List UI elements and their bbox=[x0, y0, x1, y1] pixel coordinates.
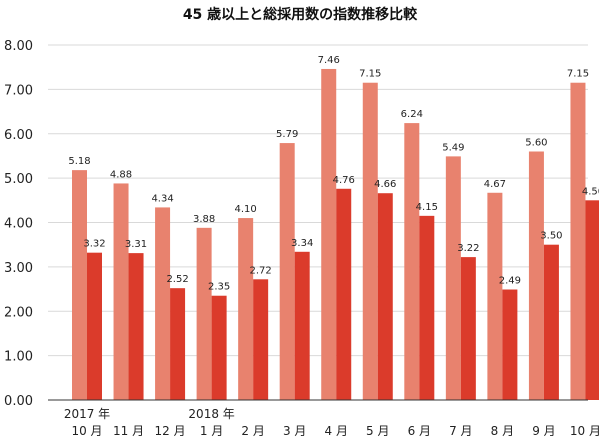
bar-series-1 bbox=[570, 82, 586, 400]
data-label: 4.66 bbox=[374, 179, 396, 190]
data-labels: 5.18 3.32 4.88 3.31 4.34 2.52 3.88 2.35 4.10 2.72… bbox=[68, 55, 599, 293]
data-label: 3.31 bbox=[125, 239, 147, 250]
data-label: 4.10 bbox=[235, 204, 257, 215]
bar-series-2 bbox=[336, 188, 352, 400]
bar-series-2 bbox=[294, 251, 310, 400]
chart-title: 45 歳以上と総採用数の指数推移比較 bbox=[183, 6, 418, 23]
bar-series-2 bbox=[170, 288, 186, 400]
x-tick-label: 10 月 bbox=[71, 424, 102, 438]
data-label: 4.34 bbox=[151, 193, 173, 204]
bar-series-1 bbox=[238, 218, 254, 400]
data-label: 5.18 bbox=[68, 156, 90, 167]
data-label: 3.32 bbox=[83, 239, 105, 250]
y-tick-label: 5.00 bbox=[4, 172, 33, 187]
bar-series-2 bbox=[419, 215, 435, 400]
bar-series-1 bbox=[155, 207, 171, 400]
data-label: 2.52 bbox=[166, 274, 188, 285]
y-tick-label: 0.00 bbox=[4, 394, 33, 409]
data-label: 7.46 bbox=[318, 55, 340, 66]
data-label: 3.22 bbox=[457, 243, 479, 254]
bar-series-1 bbox=[113, 183, 129, 400]
data-label: 4.50 bbox=[582, 186, 599, 197]
bar-series-1 bbox=[528, 151, 544, 400]
bar-series-2 bbox=[128, 253, 144, 400]
y-tick-label: 3.00 bbox=[4, 261, 33, 276]
x-year-label: 2017 年 bbox=[64, 407, 110, 421]
data-label: 3.50 bbox=[540, 231, 562, 242]
data-label: 4.67 bbox=[484, 179, 506, 190]
data-label: 4.76 bbox=[333, 175, 355, 186]
x-axis-ticks: 10 月 11 月 12 月 1 月 2 月 3 月 4 月 5 月 6 月 7 月 8 月 9 月 1… bbox=[64, 407, 599, 438]
bar-series-1 bbox=[487, 192, 503, 400]
x-tick-label: 12 月 bbox=[155, 424, 186, 438]
y-tick-label: 7.00 bbox=[4, 83, 33, 98]
data-label: 6.24 bbox=[401, 109, 423, 120]
data-label: 4.15 bbox=[416, 202, 438, 213]
x-tick-label: 11 月 bbox=[113, 424, 144, 438]
data-label: 5.60 bbox=[525, 138, 547, 149]
bar-series-2 bbox=[253, 279, 269, 400]
data-label: 3.34 bbox=[291, 238, 313, 249]
bar-series-1 bbox=[321, 68, 337, 401]
bar-series-1 bbox=[445, 156, 461, 400]
bar-series-1 bbox=[72, 170, 87, 400]
bar-series-2 bbox=[543, 244, 559, 400]
y-tick-label: 6.00 bbox=[4, 128, 33, 143]
x-tick-label: 2 月 bbox=[241, 424, 264, 438]
x-tick-label: 3 月 bbox=[283, 424, 306, 438]
bars bbox=[72, 68, 599, 401]
bar-series-1 bbox=[279, 143, 295, 400]
data-label: 7.15 bbox=[567, 69, 589, 80]
x-year-label: 2018 年 bbox=[188, 407, 234, 421]
data-label: 2.49 bbox=[499, 276, 521, 287]
data-label: 4.88 bbox=[110, 169, 132, 180]
bar-series-1 bbox=[362, 82, 378, 400]
x-tick-label: 1 月 bbox=[200, 424, 223, 438]
y-tick-label: 1.00 bbox=[4, 350, 33, 365]
bar-series-1 bbox=[404, 123, 420, 400]
data-label: 5.49 bbox=[442, 142, 464, 153]
x-tick-label: 4 月 bbox=[325, 424, 348, 438]
data-label: 3.88 bbox=[193, 214, 215, 225]
y-axis-ticks: 0.00 1.00 2.00 3.00 4.00 5.00 6.00 7.00 8.00 bbox=[4, 39, 33, 409]
data-label: 7.15 bbox=[359, 69, 381, 80]
y-tick-label: 2.00 bbox=[4, 305, 33, 320]
x-tick-label: 7 月 bbox=[449, 424, 472, 438]
x-tick-label: 5 月 bbox=[366, 424, 389, 438]
bar-series-2 bbox=[460, 257, 476, 400]
bar-series-2 bbox=[377, 193, 393, 400]
bar-series-2 bbox=[585, 200, 599, 400]
x-tick-label: 10 月 bbox=[570, 424, 599, 438]
bar-series-2 bbox=[87, 252, 102, 400]
bar-series-2 bbox=[502, 289, 518, 400]
bar-series-2 bbox=[211, 295, 227, 400]
x-tick-label: 9 月 bbox=[532, 424, 555, 438]
data-label: 5.79 bbox=[276, 129, 298, 140]
data-label: 2.35 bbox=[208, 282, 230, 293]
x-tick-label: 6 月 bbox=[408, 424, 431, 438]
bar-series-1 bbox=[196, 227, 212, 400]
y-tick-label: 8.00 bbox=[4, 39, 33, 54]
x-tick-label: 8 月 bbox=[491, 424, 514, 438]
y-tick-label: 4.00 bbox=[4, 217, 33, 232]
data-label: 2.72 bbox=[250, 265, 272, 276]
